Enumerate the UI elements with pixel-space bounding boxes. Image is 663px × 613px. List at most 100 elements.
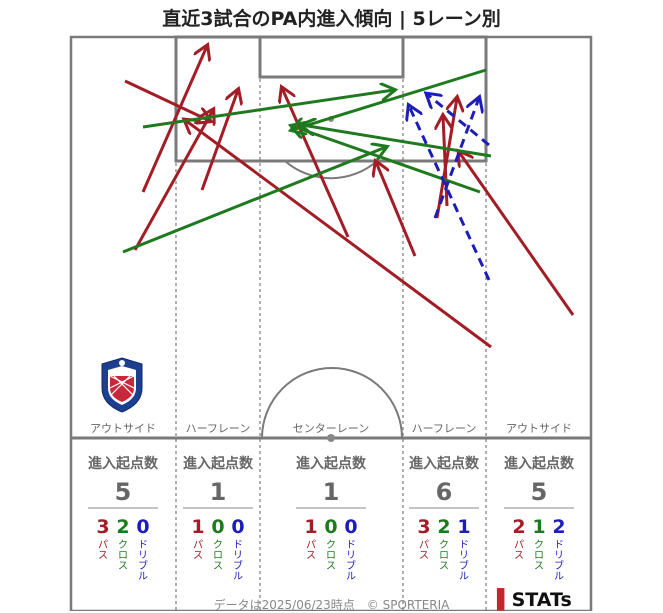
dribble-type-label: ル (459, 572, 469, 583)
pass-count: 1 (304, 516, 317, 538)
pass-arrow (124, 79, 210, 121)
center-circle (261, 367, 403, 439)
cross-type-label: ク (534, 539, 544, 551)
pass-count: 1 (191, 516, 204, 538)
cross-type-label: ス (534, 561, 544, 572)
pass-type-label: ス (514, 551, 524, 562)
goal-area (258, 35, 405, 79)
cross-type-label: ク (326, 539, 336, 551)
cross-count: 1 (532, 516, 545, 538)
cross-arrow (302, 125, 492, 158)
cross-type-label: ス (213, 561, 223, 572)
cross-count: 0 (324, 516, 337, 538)
dribble-type-label: リ (346, 551, 356, 562)
dribble-type-label: リ (138, 551, 148, 562)
cross-count: 2 (116, 516, 129, 538)
dribble-arrow (427, 94, 490, 147)
dribble-arrow (433, 98, 479, 219)
pass-type-label: パ (98, 539, 108, 551)
dribble-count: 0 (231, 516, 244, 538)
lane-labels: アウトサイド ハーフレーン センターレーン ハーフレーン アウトサイド (90, 422, 572, 435)
pass-count: 3 (96, 516, 109, 538)
start-count-value: 1 (210, 478, 227, 506)
pass-arrow (141, 46, 207, 193)
pass-type-label: パ (419, 539, 429, 551)
start-count-label: 進入起点数 (296, 455, 367, 472)
start-count-value: 5 (115, 478, 132, 506)
lane-label: センターレーン (293, 422, 369, 435)
cross-type-label: ス (439, 561, 449, 572)
cross-type-label: ク (439, 539, 449, 551)
dribble-count: 2 (552, 516, 565, 538)
cross-type-label: ク (213, 539, 223, 551)
dribble-type-label: リ (554, 551, 564, 562)
dribble-type-label: ル (138, 572, 148, 583)
pass-arrow (435, 98, 457, 219)
cross-count: 0 (211, 516, 224, 538)
start-count-label: 進入起点数 (504, 455, 575, 472)
pass-arrow (376, 162, 417, 257)
pass-count: 3 (417, 516, 430, 538)
dribble-type-label: ル (554, 572, 564, 583)
start-count-label: 進入起点数 (409, 455, 480, 472)
lane-stats: 進入起点数53パス2クロス0ドリブル進入起点数11パス0クロス0ドリブル進入起点… (88, 455, 575, 583)
start-count-value: 5 (531, 478, 548, 506)
dribble-type-label: ド (459, 540, 469, 551)
start-count-value: 1 (323, 478, 340, 506)
pass-arrow (459, 152, 575, 316)
footer-credit: データは2025/06/23時点 © SPORTERIA (213, 598, 450, 612)
dribble-type-label: ブ (346, 559, 356, 572)
pass-arrow (185, 120, 492, 349)
dribble-type-label: ル (233, 572, 243, 583)
lane-label: アウトサイド (90, 422, 156, 435)
cross-type-label: ロ (439, 551, 449, 562)
dribble-type-label: ド (233, 540, 243, 551)
pass-type-label: パ (193, 539, 203, 551)
dribble-count: 0 (136, 516, 149, 538)
dribble-type-label: リ (459, 551, 469, 562)
lane-label: アウトサイド (506, 422, 572, 435)
dribble-arrow (409, 106, 491, 281)
penalty-arc (284, 160, 378, 180)
dribble-type-label: ブ (554, 559, 564, 572)
pass-arrow (443, 116, 447, 207)
start-count-label: 進入起点数 (183, 455, 254, 472)
start-count-value: 6 (436, 478, 453, 506)
chart-title: 直近3試合のPA内進入傾向 | 5レーン別 (162, 8, 501, 30)
cross-type-label: ロ (534, 551, 544, 562)
dribble-count: 0 (344, 516, 357, 538)
pass-arrow (200, 90, 238, 191)
dribble-type-label: ブ (459, 559, 469, 572)
cross-count: 2 (437, 516, 450, 538)
dribble-type-label: ド (554, 540, 564, 551)
pass-type-label: ス (193, 551, 203, 562)
cross-type-label: ロ (326, 551, 336, 562)
cross-arrow (292, 126, 481, 194)
pass-count: 2 (512, 516, 525, 538)
pass-type-label: ス (98, 551, 108, 562)
cross-type-label: ロ (118, 551, 128, 562)
center-spot (327, 434, 335, 442)
dribble-type-label: リ (233, 551, 243, 562)
pass-type-label: ス (306, 551, 316, 562)
dribble-type-label: ル (346, 572, 356, 583)
cross-type-label: ク (118, 539, 128, 551)
stats-logo: ▌STATs (497, 589, 572, 611)
cross-arrow (142, 90, 394, 129)
cross-type-label: ス (118, 561, 128, 572)
cross-arrow (292, 68, 487, 130)
dribble-count: 1 (457, 516, 470, 538)
club-crest-logo (101, 357, 143, 413)
start-count-label: 進入起点数 (88, 455, 159, 472)
cross-arrow (122, 147, 386, 254)
pass-type-label: ス (419, 551, 429, 562)
lane-label: ハーフレーン (186, 422, 251, 435)
pass-type-label: パ (306, 539, 316, 551)
lane-label: ハーフレーン (412, 422, 477, 435)
dribble-type-label: ド (138, 540, 148, 551)
pass-arrow (282, 88, 350, 238)
entry-arrows (122, 46, 575, 349)
cross-type-label: ロ (213, 551, 223, 562)
pass-type-label: パ (514, 539, 524, 551)
